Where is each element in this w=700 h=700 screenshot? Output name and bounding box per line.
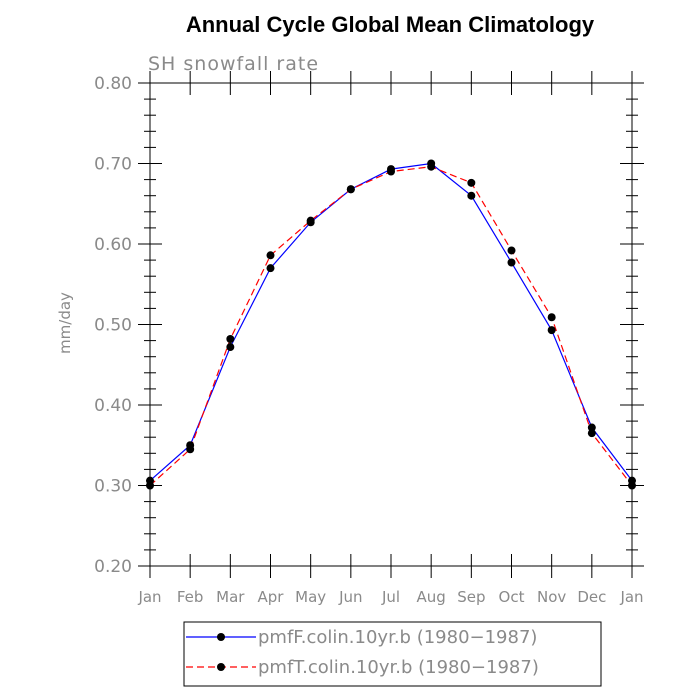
x-tick-label: Dec [577, 588, 606, 606]
x-tick-label: Sep [457, 588, 485, 606]
data-point-s1-9 [507, 246, 516, 255]
data-point-s1-6 [387, 167, 395, 176]
y-tick-label: 0.30 [94, 477, 132, 497]
y-tick-label: 0.60 [94, 235, 132, 255]
plot-frame [149, 82, 633, 567]
x-tick-label: Jun [338, 588, 362, 606]
x-tick-label: Nov [537, 588, 566, 606]
y-tick-label: 0.20 [94, 557, 132, 577]
x-tick-label: Apr [258, 588, 285, 606]
series-line-0 [149, 162, 633, 482]
x-tick-label: Jan [137, 588, 161, 606]
x-tick-label: Feb [177, 588, 204, 606]
x-tick-label: Aug [417, 588, 446, 606]
data-point-s1-10 [547, 313, 556, 322]
x-tick-label: Mar [216, 588, 245, 606]
data-point-s1-3 [266, 251, 275, 260]
y-tick-label: 0.50 [94, 316, 132, 336]
x-tick-label: Jul [381, 588, 400, 606]
y-tick-label: 0.40 [94, 396, 132, 416]
data-point-s1-8 [467, 178, 476, 187]
x-tick-label: Jan [619, 588, 643, 606]
series-line-1 [149, 166, 633, 486]
data-point-s0-8 [467, 191, 476, 200]
data-point-s1-4 [306, 216, 315, 225]
x-tick-label: Oct [499, 588, 525, 606]
data-point-s0-3 [266, 264, 275, 273]
data-point-s0-9 [507, 258, 516, 267]
legend-label-0: pmfF.colin.10yr.b (1980−1987) [258, 627, 537, 648]
data-point-s1-1 [186, 445, 195, 454]
data-point-s1-2 [226, 334, 235, 343]
chart-title: Annual Cycle Global Mean Climatology [186, 12, 595, 37]
legend-label-1: pmfT.colin.10yr.b (1980−1987) [258, 657, 539, 678]
series-layer [146, 159, 636, 490]
data-point-s0-10 [547, 326, 556, 335]
legend: pmfF.colin.10yr.b (1980−1987) pmfT.colin.… [183, 621, 602, 687]
y-tick-label: 0.70 [94, 155, 132, 175]
data-point-s0-2 [226, 343, 235, 352]
data-point-s1-5 [346, 185, 355, 194]
chart-subtitle: SH snowfall rate [148, 53, 319, 75]
data-point-s1-0 [146, 481, 154, 490]
legend-marker-1 [217, 663, 225, 671]
data-point-s1-7 [427, 162, 436, 171]
data-point-s0-11 [587, 423, 596, 432]
legend-marker-0 [217, 633, 225, 641]
x-tick-label: May [295, 588, 326, 606]
data-point-s1-11 [587, 429, 596, 438]
data-point-s1-12 [628, 481, 636, 490]
legend-box [183, 621, 602, 687]
y-axis-label: mm/day [56, 292, 74, 354]
axis-ticks: 0.20 0.30 0.40 0.50 0.60 0.70 0.80 Jan Feb Mar Apr… [94, 71, 644, 606]
y-tick-label: 0.80 [94, 74, 132, 94]
